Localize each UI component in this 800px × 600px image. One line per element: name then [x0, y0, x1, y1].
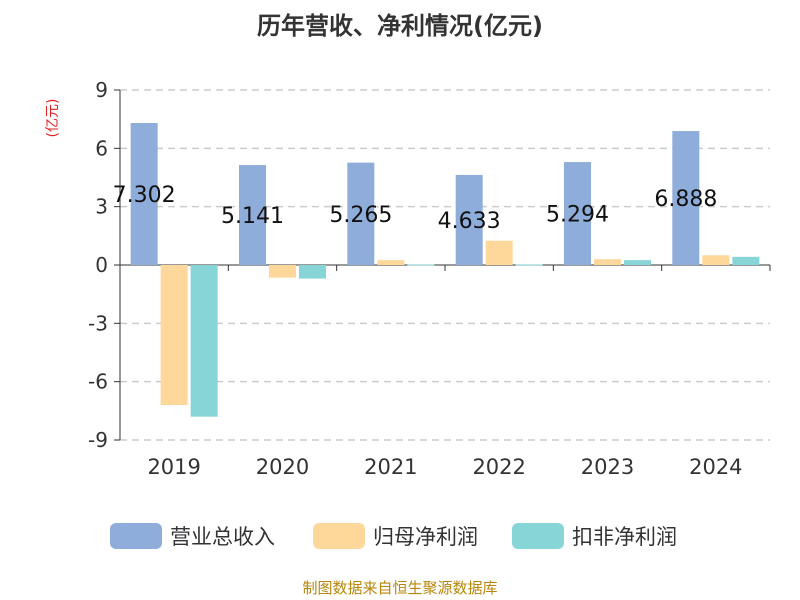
legend-swatch-revenue [110, 523, 162, 549]
legend-label-revenue: 营业总收入 [170, 525, 275, 549]
legend-label-deducted-net-profit: 扣非净利润 [572, 525, 677, 549]
bar [732, 256, 760, 265]
y-tick-label: 0 [95, 253, 108, 277]
bar [160, 265, 188, 405]
y-tick-label: 6 [95, 136, 108, 160]
x-tick-label: 2021 [364, 455, 417, 479]
x-tick-label: 2023 [581, 455, 634, 479]
x-tick-label: 2022 [472, 455, 525, 479]
data-label: 5.141 [221, 204, 284, 229]
y-tick-label: -6 [88, 370, 108, 394]
legend-swatch-parent-net-profit [313, 523, 365, 549]
bar [347, 162, 375, 265]
legend-label-parent-net-profit: 归母净利润 [373, 525, 478, 549]
data-label: 7.302 [113, 183, 176, 208]
bar [377, 260, 405, 265]
bar [299, 265, 326, 279]
bar [455, 174, 483, 265]
bar [239, 165, 266, 265]
bar [594, 259, 621, 265]
bar [515, 264, 543, 266]
data-source-note: 制图数据来自恒生聚源数据库 [302, 579, 498, 597]
x-tick-label: 2019 [147, 455, 200, 479]
bar [624, 260, 651, 265]
data-label: 4.633 [438, 209, 501, 234]
bar [130, 123, 158, 266]
y-tick-label: -3 [88, 311, 108, 335]
bar [702, 255, 730, 265]
legend-swatch-deducted-net-profit [512, 523, 564, 549]
y-tick-label: 3 [95, 195, 108, 219]
bar [564, 162, 591, 265]
bar [190, 265, 218, 417]
y-tick-label: 9 [95, 78, 108, 102]
x-tick-label: 2024 [689, 455, 742, 479]
x-tick-label: 2020 [256, 455, 309, 479]
y-tick-label: -9 [88, 428, 108, 452]
bar [485, 240, 513, 265]
chart-title: 历年营收、净利情况(亿元) [257, 12, 543, 40]
data-label: 5.294 [546, 203, 609, 228]
data-label: 6.888 [654, 187, 717, 212]
legend: 营业总收入 归母净利润 扣非净利润 [0, 519, 800, 553]
bar [672, 131, 700, 265]
bar [407, 264, 435, 266]
data-label: 5.265 [329, 203, 392, 228]
bar [269, 265, 296, 278]
